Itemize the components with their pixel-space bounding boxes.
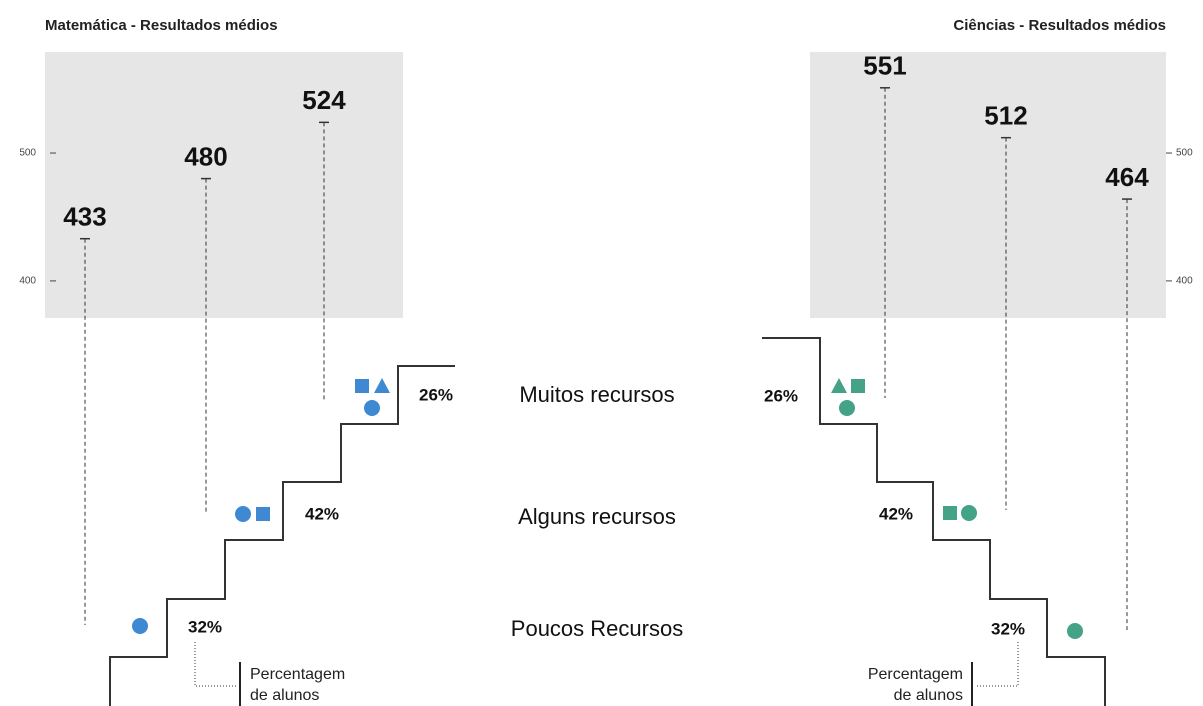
icon-square	[851, 379, 865, 393]
panel-title: Ciências - Resultados médios	[953, 17, 1166, 34]
share-label: 26%	[419, 385, 453, 404]
icon-circle	[839, 400, 855, 416]
icon-triangle	[374, 378, 390, 393]
icon-square	[943, 506, 957, 520]
category-label: Alguns recursos	[518, 504, 676, 529]
score-label: 464	[1105, 162, 1149, 192]
category-label: Poucos Recursos	[511, 616, 683, 641]
y-tick-label: 400	[1176, 276, 1193, 287]
score-label: 524	[302, 85, 346, 115]
plot-background	[810, 52, 1166, 318]
note-label: de alunos	[250, 687, 319, 704]
note-label: de alunos	[894, 687, 963, 704]
score-label: 480	[184, 141, 227, 171]
icon-square	[355, 379, 369, 393]
icon-circle	[364, 400, 380, 416]
note-label: Percentagem	[250, 666, 345, 683]
icon-circle	[961, 505, 977, 521]
note-label: Percentagem	[868, 666, 963, 683]
share-label: 42%	[305, 504, 339, 523]
icon-triangle	[831, 378, 847, 393]
icon-circle	[1067, 623, 1083, 639]
icon-circle	[132, 618, 148, 634]
panel-title: Matemática - Resultados médios	[45, 17, 278, 34]
share-label: 42%	[879, 504, 913, 523]
note-connector	[194, 642, 236, 687]
y-tick-label: 500	[19, 148, 36, 159]
share-label: 32%	[991, 619, 1025, 638]
plot-background	[45, 52, 403, 318]
icon-square	[256, 507, 270, 521]
score-label: 433	[63, 202, 106, 232]
y-tick-label: 500	[1176, 148, 1193, 159]
y-tick-label: 400	[19, 276, 36, 287]
share-label: 26%	[764, 386, 798, 405]
staircase	[109, 365, 455, 706]
share-label: 32%	[188, 617, 222, 636]
staircase	[762, 337, 1106, 706]
score-label: 551	[863, 51, 906, 81]
note-connector	[976, 642, 1019, 687]
icon-circle	[235, 506, 251, 522]
score-label: 512	[984, 101, 1027, 131]
category-label: Muitos recursos	[519, 382, 674, 407]
